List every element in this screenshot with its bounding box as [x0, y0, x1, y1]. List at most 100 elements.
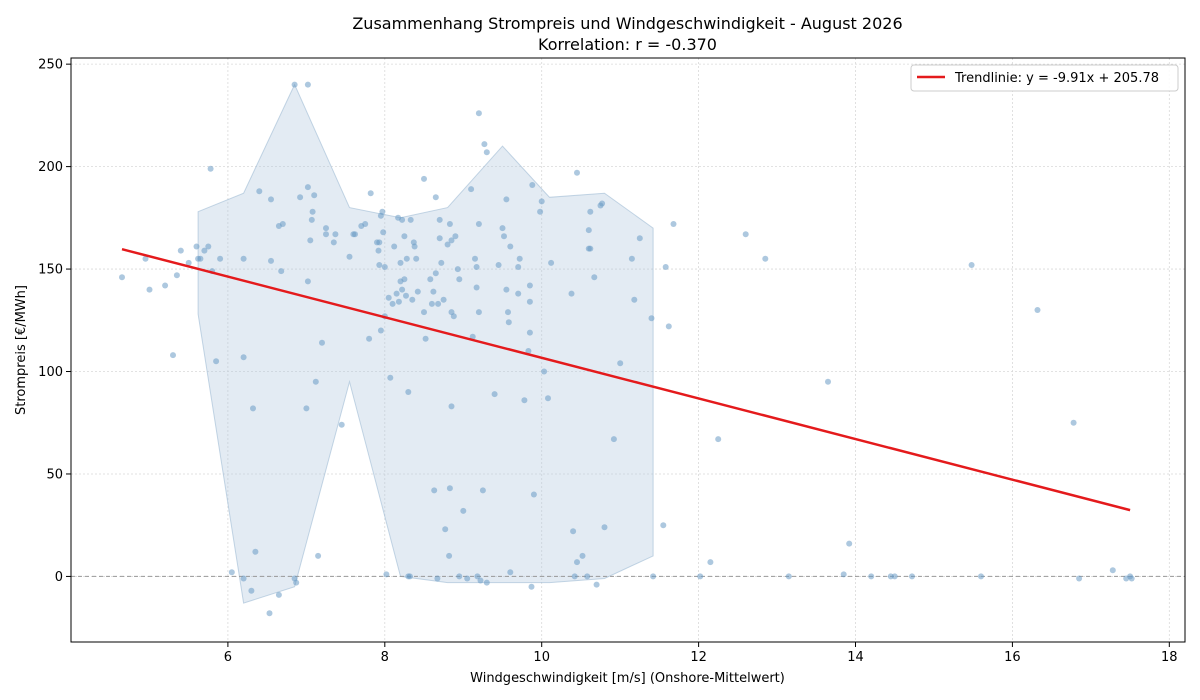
data-point	[393, 290, 400, 297]
data-point	[515, 264, 522, 270]
data-point	[475, 110, 482, 117]
data-point	[475, 309, 482, 316]
data-point	[479, 487, 486, 494]
data-point	[162, 282, 169, 289]
data-point	[432, 194, 439, 201]
data-point	[435, 300, 442, 307]
data-point	[968, 262, 975, 268]
data-point	[391, 243, 398, 250]
data-point	[507, 569, 514, 576]
data-point	[268, 257, 274, 264]
data-point	[446, 552, 453, 559]
data-point	[541, 368, 548, 375]
data-point	[473, 264, 480, 270]
data-point	[367, 190, 374, 197]
x-tick-label: 18	[1161, 650, 1178, 665]
confidence-band-area	[197, 83, 654, 604]
ticks: 6 8 10 12 14 16 18 0 50 100 150 200 250	[38, 58, 1177, 665]
data-point	[293, 579, 300, 586]
data-point	[414, 288, 421, 295]
x-axis-label: Windgeschwindigkeit [m/s] (Onshore-Mitte…	[470, 671, 785, 686]
data-point	[697, 573, 704, 580]
data-point	[515, 290, 522, 297]
data-point	[383, 571, 390, 578]
data-point	[399, 216, 406, 223]
data-point	[304, 81, 311, 88]
data-point	[628, 255, 635, 262]
data-point	[448, 403, 455, 410]
data-point	[526, 298, 533, 305]
data-point	[312, 378, 319, 385]
data-point	[599, 200, 606, 207]
data-point	[1128, 575, 1135, 582]
data-point	[427, 276, 434, 283]
data-point	[422, 335, 429, 342]
data-point	[440, 296, 447, 303]
data-point	[505, 309, 511, 316]
data-point	[491, 391, 498, 398]
data-point	[636, 235, 643, 242]
data-point	[525, 348, 532, 354]
data-point	[1034, 307, 1041, 313]
data-point	[185, 259, 192, 266]
data-point	[444, 241, 451, 248]
data-point	[528, 583, 535, 590]
data-point	[529, 182, 536, 188]
data-point	[311, 192, 318, 199]
data-point	[601, 524, 608, 531]
data-point	[483, 579, 490, 586]
y-tick-label: 0	[55, 570, 63, 585]
data-point	[228, 569, 235, 576]
data-point	[387, 374, 394, 381]
confidence-band	[197, 83, 654, 604]
x-tick-label: 14	[847, 650, 864, 665]
data-point	[587, 208, 594, 215]
data-point	[177, 247, 184, 254]
data-point	[268, 196, 274, 203]
data-point	[291, 81, 298, 88]
data-point	[446, 221, 453, 227]
trendline	[121, 247, 1131, 512]
data-point	[574, 559, 580, 566]
data-points	[119, 81, 1135, 617]
data-point	[1076, 575, 1083, 582]
data-point	[548, 259, 555, 266]
axes	[70, 57, 1186, 643]
data-point	[421, 175, 427, 182]
data-point	[256, 188, 263, 195]
data-point	[201, 247, 208, 254]
data-point	[909, 573, 915, 580]
data-point	[568, 290, 575, 297]
data-point	[452, 233, 459, 240]
data-point	[662, 264, 669, 270]
data-point	[366, 335, 373, 342]
y-axis-label: Strompreis [€/MWh]	[14, 285, 29, 415]
legend-trend-label: Trendlinie: y = -9.91x + 205.78	[954, 71, 1159, 86]
data-point	[785, 573, 792, 580]
data-point	[119, 274, 125, 281]
data-point	[376, 239, 383, 246]
data-point	[304, 184, 311, 191]
data-point	[537, 208, 544, 215]
data-point	[432, 270, 439, 277]
data-point	[587, 245, 594, 252]
data-point	[297, 194, 304, 201]
data-point	[250, 405, 256, 412]
data-point	[409, 296, 416, 303]
data-point	[825, 378, 831, 385]
y-tick-label: 200	[38, 160, 63, 175]
x-tick-label: 12	[690, 650, 707, 665]
data-point	[526, 282, 533, 289]
data-point	[585, 227, 592, 234]
y-tick-label: 250	[38, 58, 63, 73]
data-point	[475, 221, 482, 227]
data-point	[376, 262, 383, 268]
data-point	[323, 231, 329, 238]
data-point	[507, 243, 514, 250]
data-point	[252, 548, 259, 555]
data-point	[381, 264, 388, 270]
plot-frame	[70, 57, 1186, 643]
data-point	[499, 225, 506, 232]
data-point	[401, 276, 408, 283]
